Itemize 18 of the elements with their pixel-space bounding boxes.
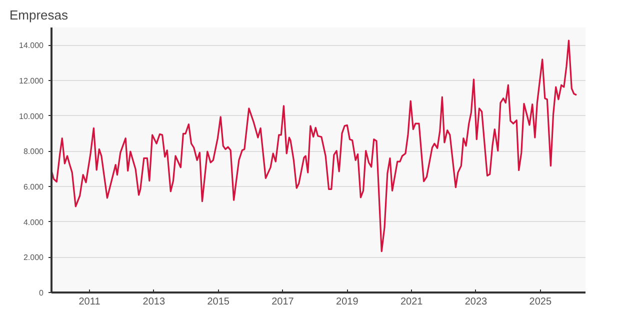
x-tick-label: 2019: [336, 296, 359, 308]
y-tick-label: 6.000: [23, 182, 44, 192]
line-series: [52, 40, 578, 252]
y-tick-label: 10.000: [19, 112, 44, 121]
chart-title: Empresas: [10, 8, 69, 22]
y-tick-label: 14.000: [19, 41, 44, 50]
x-tick-label: 2023: [464, 296, 488, 308]
y-tick-label: 8.000: [23, 147, 44, 156]
y-tick-label: 2.000: [23, 253, 44, 262]
y-tick-label: 4.000: [23, 218, 44, 227]
x-tick-label: 2011: [78, 296, 101, 308]
x-tick-label: 2025: [529, 296, 552, 308]
x-tick-label: 2017: [272, 296, 294, 308]
x-tick-label: 2015: [207, 296, 230, 308]
x-tick-label: 2021: [400, 296, 424, 308]
y-tick-label: 12.000: [19, 76, 44, 86]
x-tick-label: 2013: [142, 296, 166, 308]
y-tick-label: 0: [39, 288, 44, 298]
